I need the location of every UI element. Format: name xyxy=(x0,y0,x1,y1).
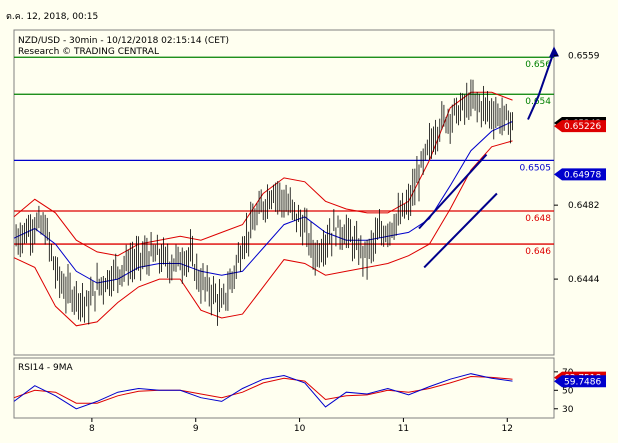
x-tick-label-0: 8 xyxy=(89,424,95,434)
rsi-line xyxy=(13,373,513,410)
level-label-1: 0.654 xyxy=(525,97,551,107)
bollinger-upper-line xyxy=(13,91,513,257)
level-label-2: 0.6505 xyxy=(520,163,552,173)
rsi-ma-line xyxy=(13,375,513,404)
x-tick-label-3: 11 xyxy=(398,424,409,434)
price-tag-box-2 xyxy=(554,168,606,181)
header-timestamp: ต.ค. 12, 2018, 00:15 xyxy=(6,12,99,22)
projection-line xyxy=(527,51,555,120)
projection-arrowhead xyxy=(549,46,559,58)
rsi-tick-label-1: 50 xyxy=(562,386,574,396)
price-tick-label-0: 0.6559 xyxy=(568,51,600,61)
level-label-0: 0.656 xyxy=(525,60,551,70)
price-tick-label-1: 0.6482 xyxy=(568,201,600,211)
price-tag-label-2: 0.64978 xyxy=(564,170,601,180)
x-tick-label-1: 9 xyxy=(193,424,199,434)
price-tag-box-1 xyxy=(554,120,606,133)
rsi-tag-box-1 xyxy=(554,375,606,388)
level-label-4: 0.646 xyxy=(525,247,551,257)
price-tag-label-1: 0.65226 xyxy=(564,122,601,132)
channel-lower-line xyxy=(423,192,498,269)
chart-title: NZD/USD - 30min - 10/12/2018 02:15:14 (C… xyxy=(18,36,229,46)
level-label-3: 0.648 xyxy=(525,214,551,224)
chart-subtitle: Research © TRADING CENTRAL xyxy=(18,47,159,57)
rsi-tag-label-1: 59.7486 xyxy=(564,377,601,387)
x-tick-label-2: 10 xyxy=(294,424,306,434)
channel-upper-line xyxy=(418,153,488,230)
bollinger-lower-line xyxy=(13,140,513,327)
x-tick-label-4: 12 xyxy=(502,424,513,434)
rsi-panel xyxy=(13,357,555,419)
price-tick-label-2: 0.6444 xyxy=(568,275,600,285)
rsi-tick-label-2: 30 xyxy=(562,405,574,415)
rsi-label: RSI14 - 9MA xyxy=(18,363,74,373)
